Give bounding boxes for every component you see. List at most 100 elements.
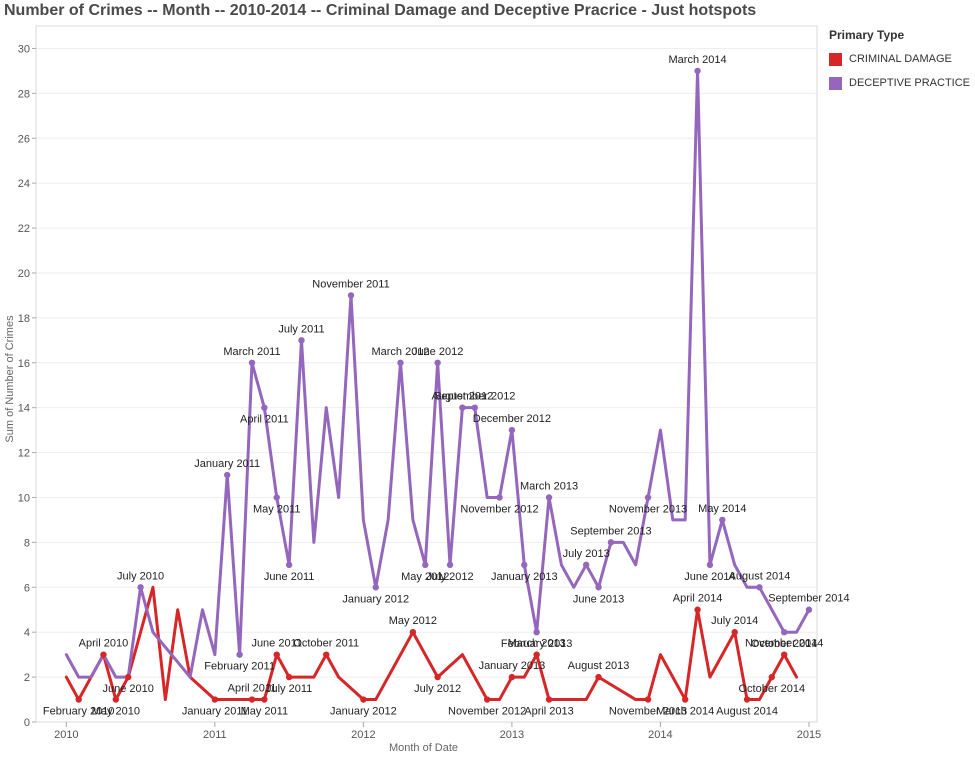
data-point-deceptive-practice — [236, 651, 243, 658]
data-point-criminal-damage — [360, 696, 367, 703]
data-point-criminal-damage — [781, 651, 788, 658]
data-point-deceptive-practice — [459, 404, 466, 411]
data-point-criminal-damage — [681, 696, 689, 703]
legend-item-criminal-damage[interactable]: CRIMINAL DAMAGE — [829, 47, 970, 71]
data-label-criminal-damage: August 2013 — [568, 660, 630, 672]
data-point-deceptive-practice — [607, 539, 615, 546]
data-label-criminal-damage: August 2014 — [716, 706, 778, 718]
data-label-deceptive-practice: August 2014 — [729, 570, 791, 582]
data-label-criminal-damage: June 2011 — [251, 638, 302, 650]
data-point-criminal-damage — [434, 673, 441, 681]
data-label-criminal-damage: May 2010 — [92, 706, 140, 718]
data-point-deceptive-practice — [694, 67, 701, 75]
data-label-deceptive-practice: June 2011 — [264, 571, 315, 583]
y-tick-label: 0 — [24, 717, 30, 729]
data-label-criminal-damage: July 2011 — [266, 683, 312, 695]
data-label-deceptive-practice: November 2013 — [609, 503, 687, 515]
data-point-deceptive-practice — [261, 404, 268, 411]
data-label-deceptive-practice: May 2014 — [698, 503, 746, 515]
data-point-deceptive-practice — [347, 292, 355, 299]
series-line-deceptive-practice — [64, 69, 811, 679]
data-label-criminal-damage: November 2012 — [448, 706, 526, 718]
data-point-deceptive-practice — [644, 494, 652, 501]
data-label-deceptive-practice: March 2013 — [520, 480, 578, 492]
legend-label-deceptive-practice: DECEPTIVE PRACTICE — [849, 77, 971, 89]
y-tick-label: 18 — [18, 313, 30, 325]
data-label-criminal-damage: March 2013 — [508, 638, 566, 650]
y-tick-label: 24 — [18, 178, 30, 190]
data-label-criminal-damage: November 2013 — [609, 706, 687, 718]
data-point-deceptive-practice — [446, 561, 454, 569]
data-point-deceptive-practice — [756, 584, 763, 591]
data-point-criminal-damage — [112, 696, 120, 703]
data-label-criminal-damage: November 2014 — [745, 638, 823, 650]
data-label-deceptive-practice: February 2013 — [501, 638, 573, 650]
data-points — [75, 67, 813, 703]
data-point-deceptive-practice — [496, 494, 503, 501]
y-tick-label: 20 — [18, 268, 30, 280]
data-label-deceptive-practice: April 2011 — [240, 414, 289, 426]
x-tick-label: 2012 — [351, 729, 375, 741]
data-label-deceptive-practice: February 2011 — [204, 661, 275, 673]
data-point-criminal-damage — [125, 673, 132, 681]
data-point-deceptive-practice — [434, 359, 441, 366]
data-label-criminal-damage: April 2011 — [228, 683, 277, 695]
x-axis-label: Month of Date — [389, 742, 458, 754]
data-point-deceptive-practice — [224, 471, 231, 479]
data-label-deceptive-practice: August 2012 — [432, 391, 494, 403]
legend-swatch-deceptive-practice — [829, 76, 842, 90]
data-label-deceptive-practice: June 2013 — [573, 593, 624, 605]
data-point-deceptive-practice — [285, 561, 293, 569]
data-point-deceptive-practice — [719, 516, 726, 524]
legend-item-deceptive-practice[interactable]: DECEPTIVE PRACTICE — [829, 71, 970, 95]
data-label-deceptive-practice: July 2011 — [278, 323, 324, 335]
data-point-deceptive-practice — [137, 584, 144, 591]
plot-frame — [35, 25, 818, 723]
y-tick-label: 16 — [18, 358, 30, 370]
data-label-criminal-damage: March 2014 — [656, 706, 714, 718]
data-point-deceptive-practice — [471, 404, 478, 411]
x-tick-label: 2011 — [203, 729, 227, 741]
data-label-deceptive-practice: May 2011 — [253, 503, 301, 515]
data-point-criminal-damage — [261, 696, 268, 703]
data-point-criminal-damage — [545, 696, 553, 703]
y-tick-label: 26 — [18, 133, 30, 145]
legend-label-criminal-damage: CRIMINAL DAMAGE — [849, 53, 952, 65]
data-label-criminal-damage: May 2011 — [241, 706, 289, 718]
data-label-criminal-damage: January 2013 — [479, 660, 546, 672]
x-tick-label: 2010 — [54, 729, 78, 741]
data-label-deceptive-practice: March 2014 — [669, 54, 727, 66]
data-label-criminal-damage: April 2013 — [524, 706, 574, 718]
x-tick-label: 2013 — [500, 729, 524, 741]
y-tick-label: 8 — [24, 537, 30, 549]
data-point-deceptive-practice — [422, 561, 429, 569]
data-point-criminal-damage — [323, 651, 330, 658]
data-label-deceptive-practice: November 2012 — [460, 503, 538, 515]
data-point-criminal-damage — [508, 673, 516, 681]
data-point-criminal-damage — [273, 651, 280, 658]
data-point-deceptive-practice — [508, 426, 516, 434]
data-label-deceptive-practice: May 2012 — [401, 571, 449, 583]
data-point-criminal-damage — [731, 628, 738, 636]
data-point-criminal-damage — [644, 696, 652, 703]
data-label-deceptive-practice: January 2012 — [342, 593, 409, 605]
data-point-criminal-damage — [483, 696, 491, 703]
y-tick-label: 28 — [18, 88, 30, 100]
data-point-deceptive-practice — [248, 359, 256, 366]
data-label-deceptive-practice: October 2014 — [751, 638, 818, 650]
data-label-criminal-damage: January 2011 — [182, 706, 248, 718]
data-point-deceptive-practice — [706, 561, 714, 569]
data-point-criminal-damage — [533, 651, 540, 658]
data-point-deceptive-practice — [397, 359, 404, 366]
data-point-deceptive-practice — [805, 606, 813, 613]
legend-title: Primary Type — [829, 28, 905, 42]
data-point-deceptive-practice — [273, 494, 280, 501]
y-tick-label: 2 — [24, 672, 30, 684]
data-label-criminal-damage: October 2014 — [738, 683, 805, 695]
x-tick-label: 2014 — [648, 729, 672, 741]
data-label-deceptive-practice: December 2012 — [473, 413, 551, 425]
data-point-deceptive-practice — [582, 561, 590, 569]
data-label-criminal-damage: July 2014 — [711, 615, 758, 627]
